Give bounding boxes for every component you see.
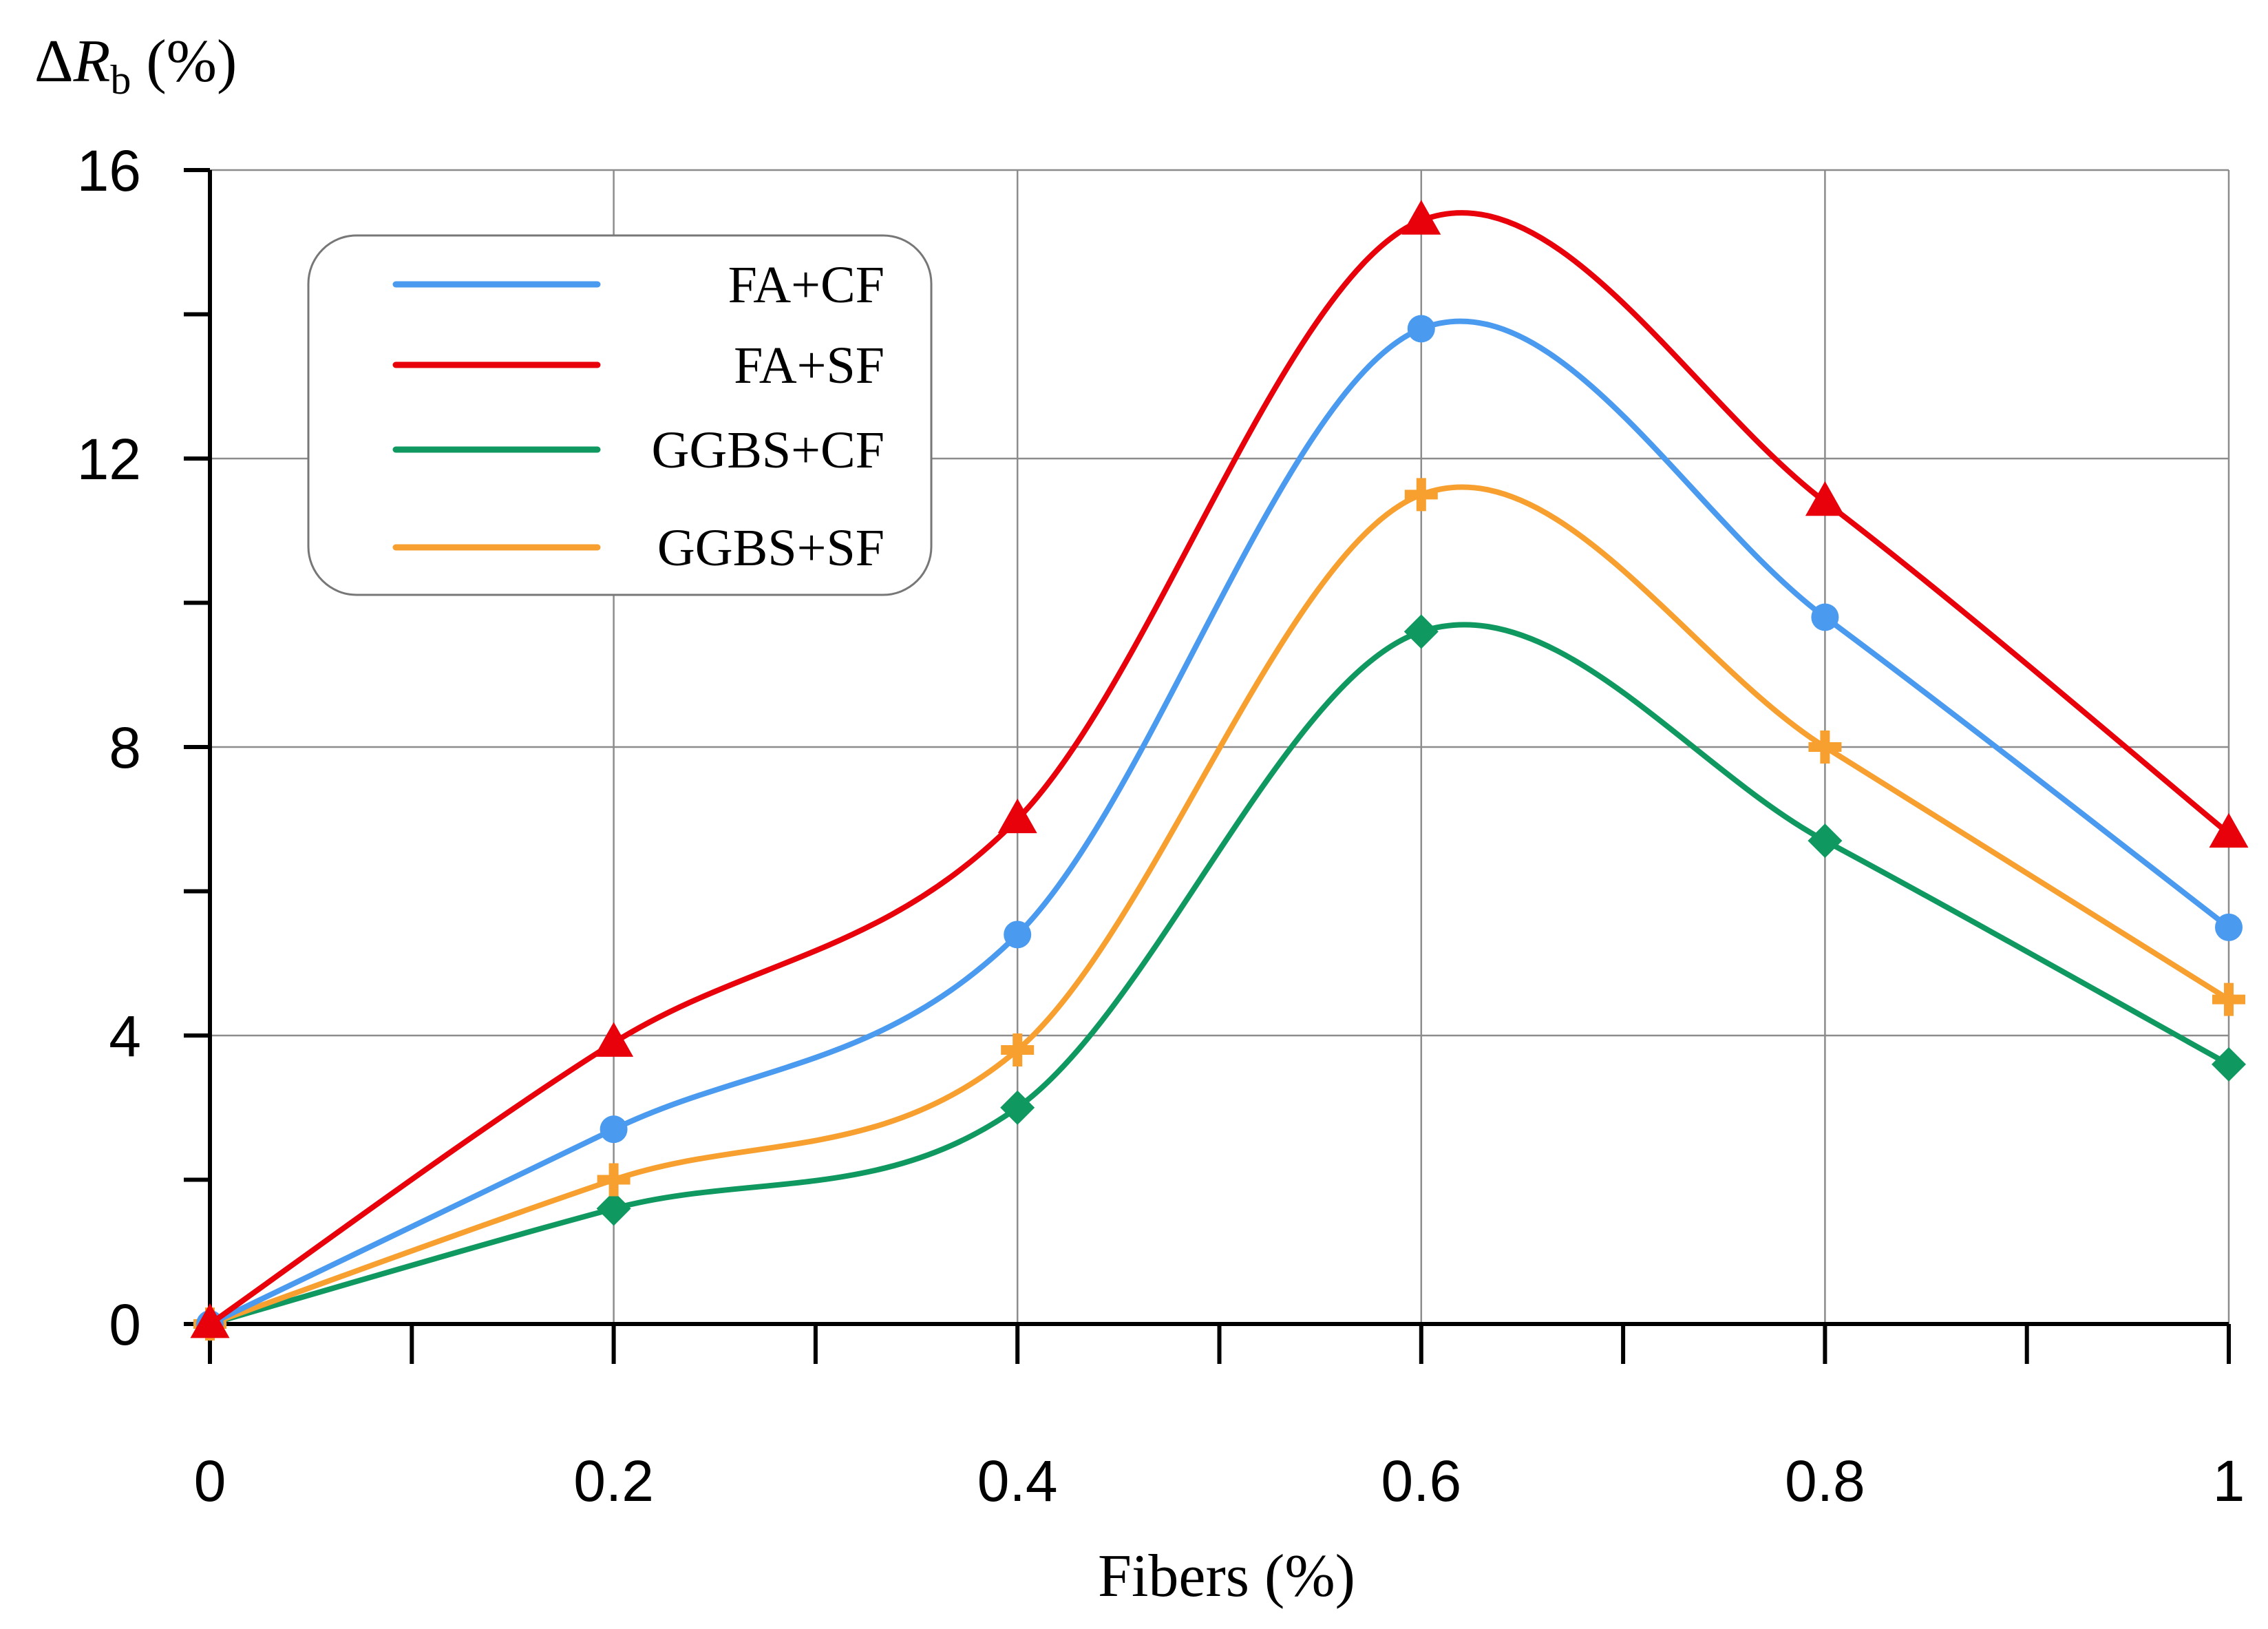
y-axis-title-symbol: R [73, 28, 111, 95]
y-axis-title: ΔRb (%) [34, 28, 237, 103]
legend-label-fa-sf: FA+SF [734, 337, 884, 395]
ticks [184, 168, 2231, 1364]
data-point-ggbs-cf-5 [2212, 1047, 2246, 1082]
series-line-ggbs-sf [207, 484, 2232, 1327]
data-point-ggbs-cf-4 [1808, 823, 1843, 859]
data-point-fa-sf-0 [190, 1303, 230, 1338]
data-point-fa-sf-5 [2209, 812, 2249, 848]
data-point-ggbs-cf-3 [1403, 614, 1439, 649]
y-tick-label-1: 4 [109, 1004, 141, 1069]
x-tick-label-0: 0 [194, 1449, 226, 1513]
data-point-ggbs-sf-1 [597, 1163, 630, 1197]
data-point-ggbs-sf-3 [1404, 478, 1438, 512]
data-point-fa-sf-2 [997, 798, 1037, 834]
x-tick-label-1: 0.2 [573, 1449, 654, 1513]
x-axis-title: Fibers (%) [1098, 1543, 1355, 1610]
legend-item-fa-cf: FA+CF [392, 256, 884, 314]
series-line-ggbs-cf [207, 622, 2232, 1327]
series-line-fa-cf [207, 318, 2232, 1327]
y-tick-label-3: 12 [77, 427, 141, 492]
series-fa-sf [190, 200, 2249, 1338]
data-point-fa-cf-5 [2215, 913, 2243, 941]
data-point-fa-sf-1 [594, 1022, 634, 1057]
legend-items: FA+CF FA+SF GGBS+CF GGBS+SF [392, 256, 884, 577]
legend-box [307, 234, 933, 596]
y-tick-label-4: 16 [77, 138, 141, 203]
y-axis-title-subscript: b [110, 57, 131, 103]
y-tick-label-0: 0 [109, 1292, 141, 1357]
data-point-ggbs-sf-4 [1808, 731, 1842, 764]
data-point-ggbs-sf-5 [2212, 982, 2245, 1016]
series-line-fa-sf [207, 210, 2232, 1327]
data-point-fa-cf-2 [1004, 921, 1032, 949]
data-point-fa-sf-3 [1401, 200, 1441, 235]
data-point-fa-cf-4 [1811, 603, 1839, 631]
legend-label-ggbs-sf: GGBS+SF [657, 519, 884, 577]
legend-label-fa-cf: FA+CF [728, 256, 884, 314]
y-axis-title-delta: Δ [34, 28, 74, 95]
legend: FA+CF FA+SF GGBS+CF GGBS+SF [307, 234, 933, 596]
y-tick-label-2: 8 [109, 715, 141, 780]
data-point-fa-cf-3 [1407, 315, 1435, 343]
legend-label-ggbs-cf: GGBS+CF [651, 421, 884, 479]
x-tick-label-4: 0.8 [1785, 1449, 1865, 1513]
x-tick-label-2: 0.4 [977, 1449, 1058, 1513]
legend-item-fa-sf: FA+SF [392, 337, 884, 395]
series-group [190, 200, 2249, 1341]
y-axis-title-unit: (%) [131, 28, 237, 95]
data-point-fa-cf-1 [600, 1115, 628, 1144]
legend-item-ggbs-sf: GGBS+SF [392, 519, 884, 577]
x-tick-label-3: 0.6 [1381, 1449, 1461, 1513]
tick-labels: 0 0.2 0.4 0.6 0.8 1 0 4 8 12 16 [77, 138, 2245, 1513]
data-point-ggbs-cf-1 [596, 1191, 631, 1226]
x-tick-label-5: 1 [2213, 1449, 2245, 1513]
legend-item-ggbs-cf: GGBS+CF [392, 421, 884, 479]
data-point-fa-sf-4 [1805, 481, 1845, 516]
data-point-ggbs-sf-2 [1001, 1033, 1035, 1066]
data-point-ggbs-cf-2 [1000, 1090, 1035, 1125]
